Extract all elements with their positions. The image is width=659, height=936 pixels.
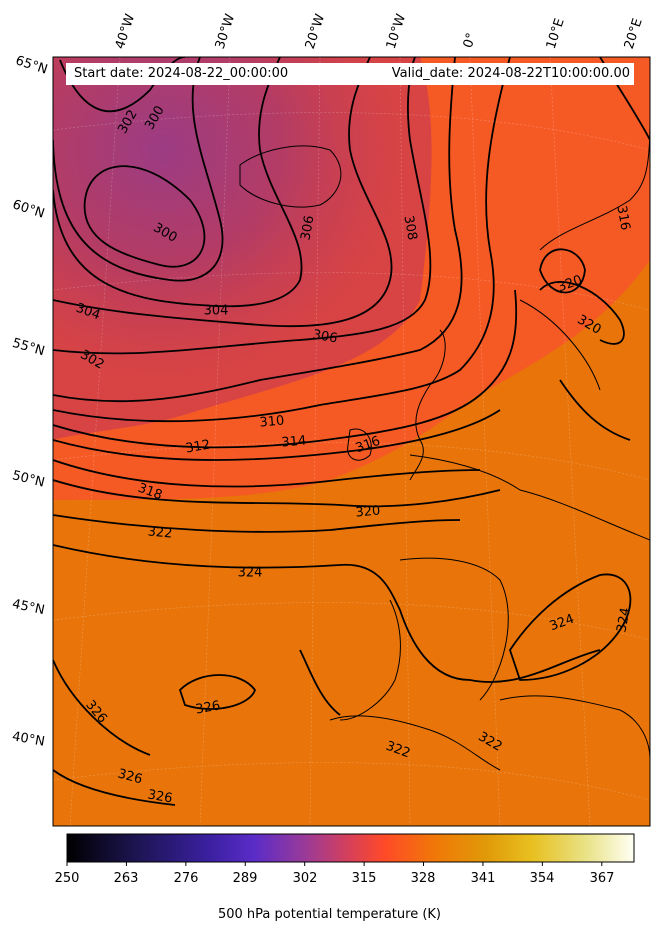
colorbar [66,833,635,863]
colorbar-tick-label: 315 [351,871,377,886]
colorbar-tick-label: 289 [232,871,258,886]
contour-label: 304 [204,304,229,319]
coastlines [239,119,650,771]
contour-label: 326 [194,698,221,717]
colorbar-tick-label: 263 [113,871,139,886]
cold-pool [53,57,493,477]
contour-label: 306 [298,214,317,241]
contour-label: 320 [355,503,381,520]
map-frame [52,56,651,827]
colorbar-tick-label: 302 [292,871,318,886]
colorbar-tick-label: 250 [54,871,80,886]
header-box [66,63,634,85]
contour-label: 324 [238,566,263,581]
contour-label: 326 [116,767,144,788]
colorbar-tickmarks [66,862,603,866]
contour-label: 326 [146,787,173,806]
colorbar-tick-label: 276 [173,871,199,886]
contour-label: 322 [147,524,173,541]
colorbar-label: 500 hPa potential temperature (K) [217,907,441,922]
contour-label: 314 [281,433,307,450]
map-panel [53,57,650,826]
contour-label: 308 [400,214,419,241]
colorbar-tick-label: 341 [470,871,496,886]
colorbar-tick-label: 328 [410,871,436,886]
contour-label: 316 [613,204,632,231]
valid-date-label: Valid_date: 2024-08-22T10:00:00.00 [391,66,630,81]
start-date-label: Start date: 2024-08-22_00:00:00 [74,66,289,81]
contour-label: 324 [614,606,633,633]
contour-label: 312 [184,437,211,456]
contour-label: 306 [311,327,338,346]
colorbar-tick-label: 367 [589,871,615,886]
contour-label: 310 [259,413,285,430]
isentropes [53,57,650,806]
colorbar-tick-label: 354 [529,871,555,886]
